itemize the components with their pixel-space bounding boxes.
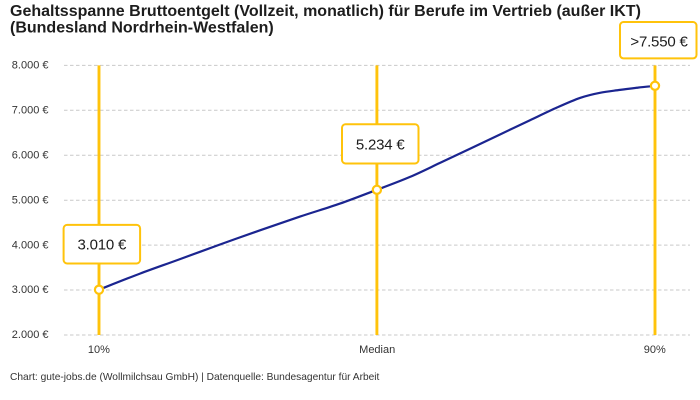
svg-text:5.000 €: 5.000 € <box>12 194 49 206</box>
svg-text:Gehaltsspanne Bruttoentgelt (V: Gehaltsspanne Bruttoentgelt (Vollzeit, m… <box>10 3 641 20</box>
svg-text:Chart: gute-jobs.de (Wollmilch: Chart: gute-jobs.de (Wollmilchsau GmbH) … <box>10 372 380 383</box>
svg-text:>7.550 €: >7.550 € <box>630 33 688 50</box>
svg-text:3.010 €: 3.010 € <box>77 237 127 254</box>
svg-text:4.000 €: 4.000 € <box>12 239 49 251</box>
svg-text:3.000 €: 3.000 € <box>12 284 49 296</box>
svg-text:7.000 €: 7.000 € <box>12 105 49 117</box>
svg-text:2.000 €: 2.000 € <box>12 329 49 341</box>
svg-text:5.234 €: 5.234 € <box>356 136 406 153</box>
svg-text:90%: 90% <box>644 344 666 356</box>
svg-text:6.000 €: 6.000 € <box>12 149 49 161</box>
svg-text:10%: 10% <box>88 344 110 356</box>
svg-text:(Bundesland Nordrhein-Westfale: (Bundesland Nordrhein-Westfalen) <box>10 20 274 37</box>
svg-text:Median: Median <box>359 344 395 356</box>
svg-text:8.000 €: 8.000 € <box>12 60 49 72</box>
